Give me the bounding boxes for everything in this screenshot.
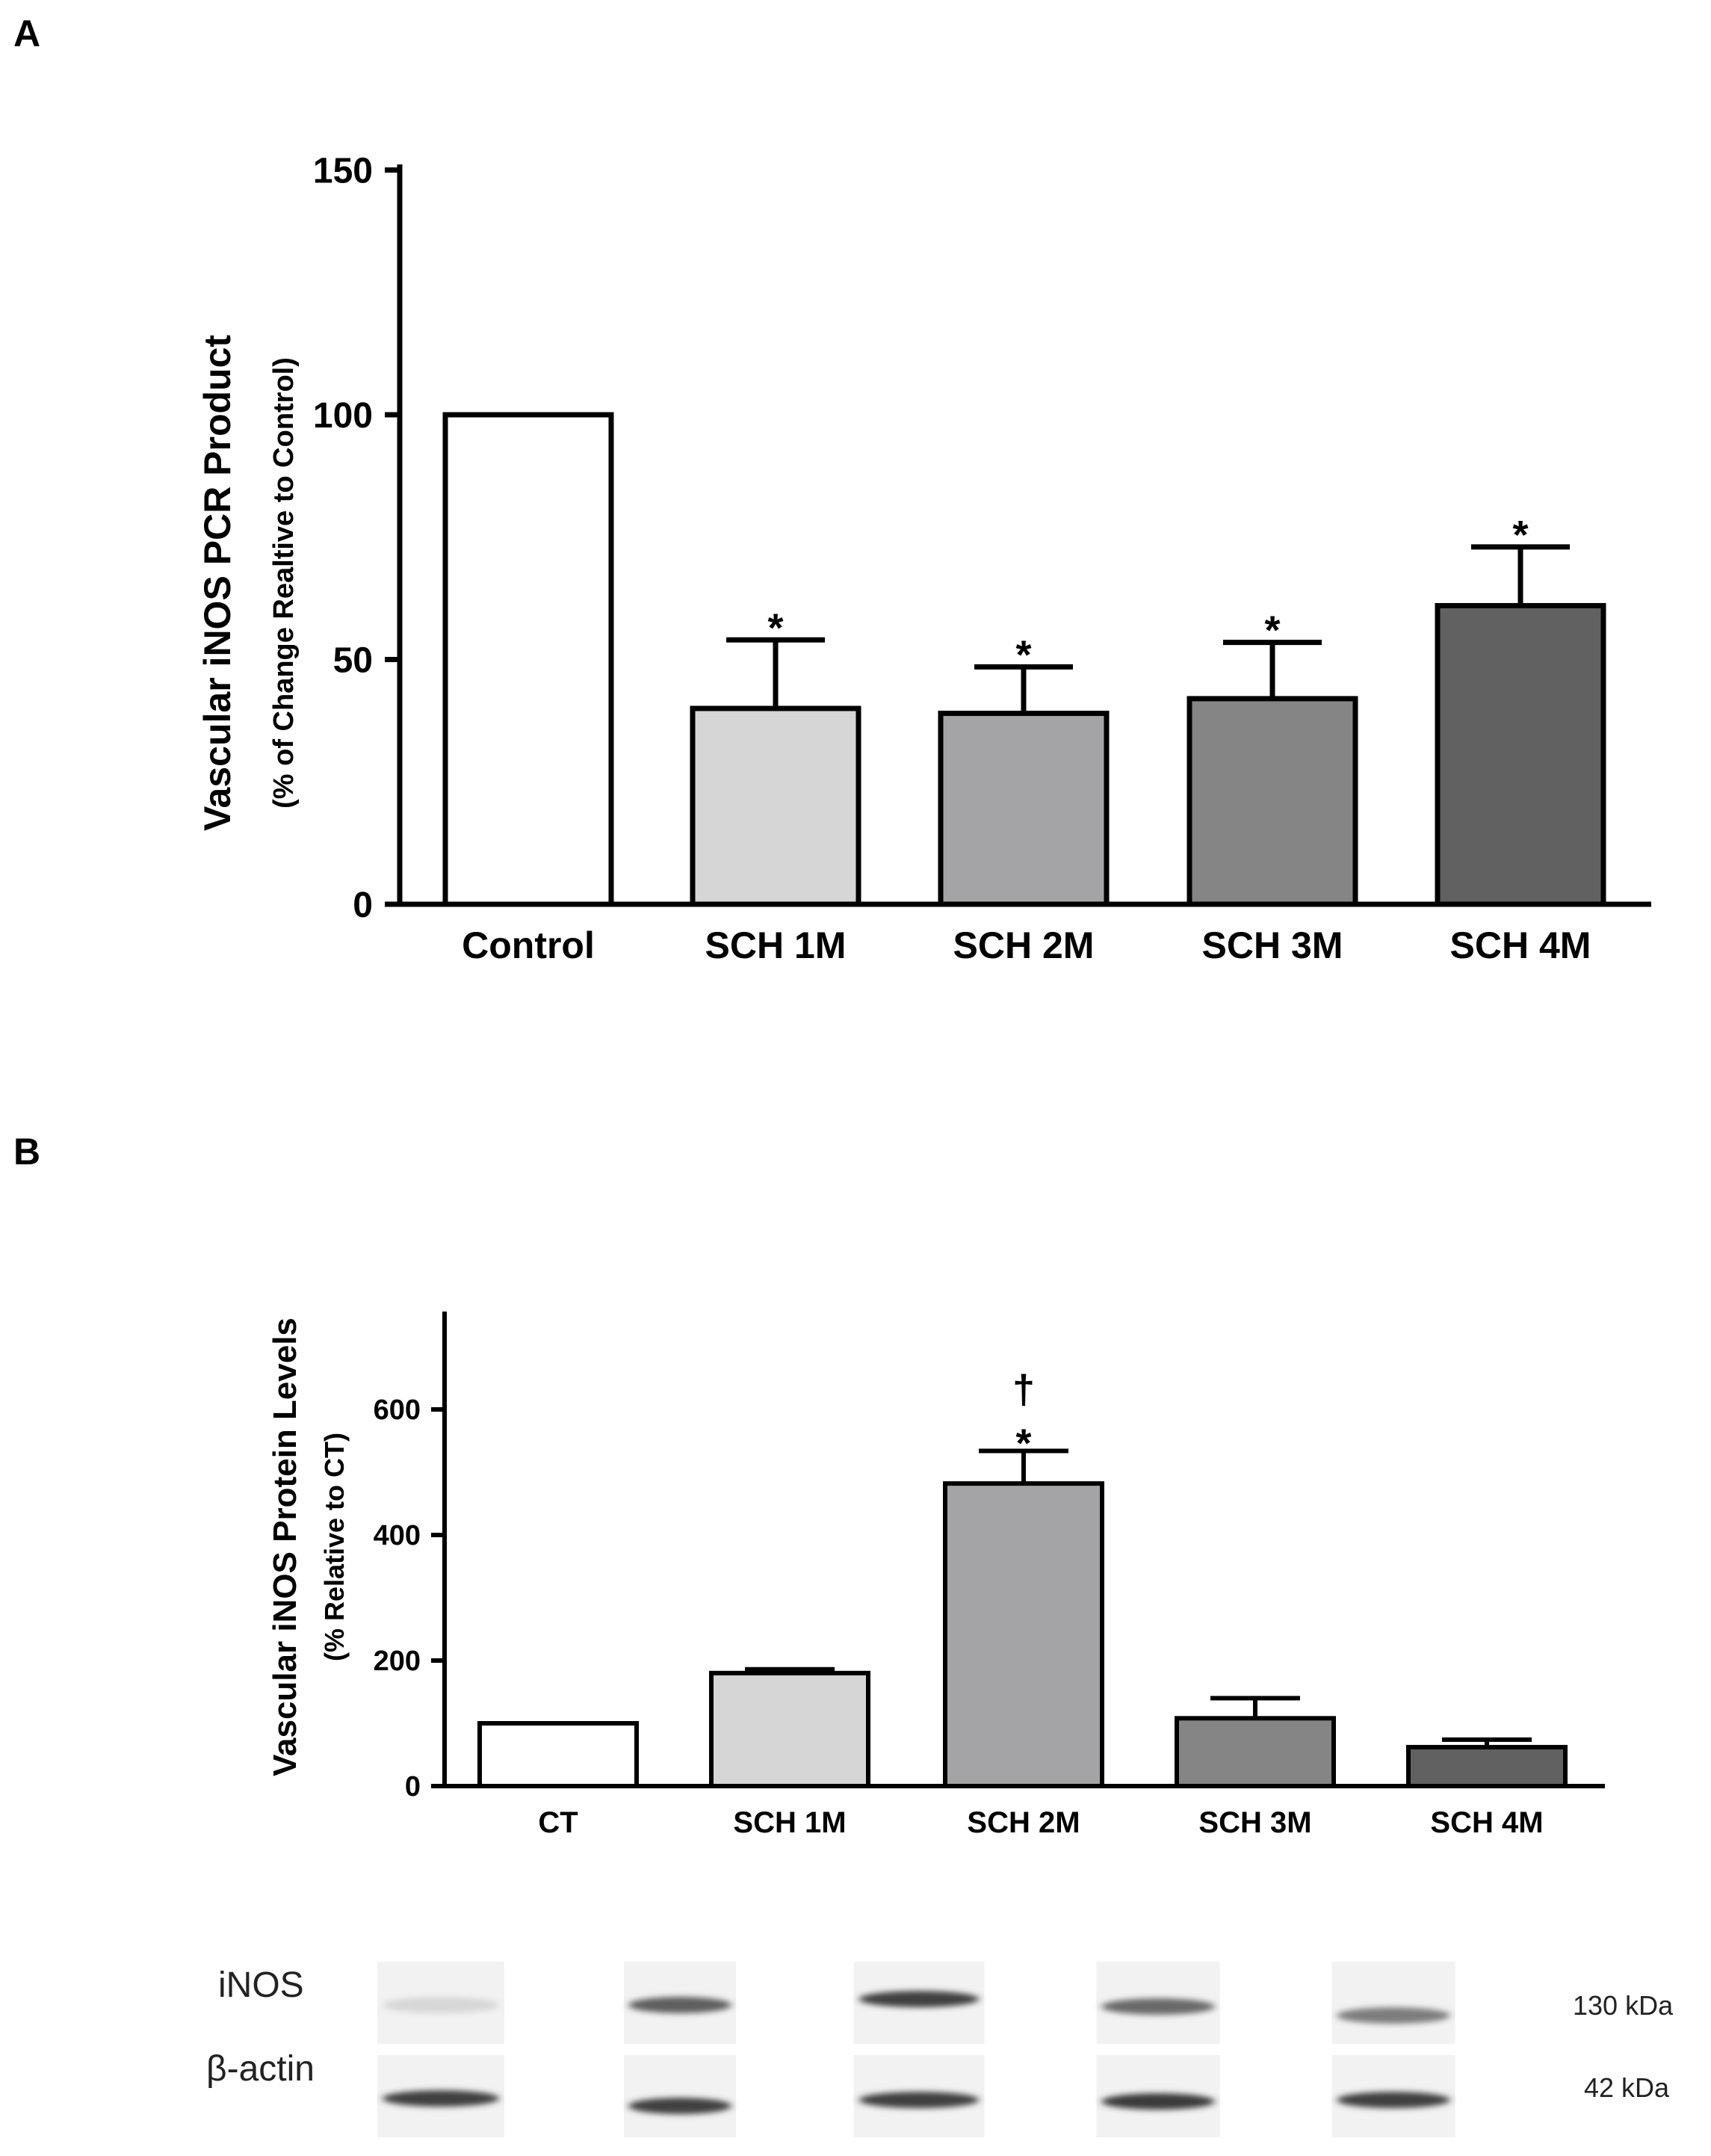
y-tick-label: 150	[313, 152, 373, 191]
chart-panel-a: 0 50 100 150 * * * * Control SCH 1M SCH 2M SCH 3M…	[197, 152, 1651, 966]
blot-band-actin-sch-1m	[628, 2098, 731, 2114]
blot-band-inos-ct	[382, 1997, 500, 2013]
bar-control	[442, 412, 614, 907]
blot-band-inos-sch-4m	[1337, 2007, 1450, 2024]
panel-letter-b: B	[13, 1131, 40, 1173]
x-tick-label-sch-2m: SCH 2M	[967, 1806, 1080, 1839]
panel-letter-a: A	[13, 13, 40, 55]
y-tick-label: 50	[333, 641, 373, 681]
blot-lane-bg-inos-sch-4m	[1331, 1962, 1455, 2044]
y-axis: 0 50 100 150	[313, 152, 403, 925]
y-axis-title-group: Vascular iNOS Protein Levels	[267, 1318, 303, 1776]
x-tick-label-control: Control	[462, 924, 595, 966]
x-tick-label-sch-1m: SCH 1M	[705, 924, 847, 966]
y-axis-title: Vascular iNOS PCR Product	[197, 335, 238, 831]
y-axis-subtitle-group: (% Relative to CT)	[319, 1433, 350, 1661]
bar-sch-1m	[690, 705, 861, 907]
bar-sch-4m	[1406, 1744, 1568, 1788]
bar-sch-2m	[938, 711, 1110, 907]
blot-row-label-beta-actin: β-actin	[206, 2049, 315, 2089]
blot-band-inos-sch-3m	[1101, 1998, 1215, 2015]
bar-sch-3m	[1175, 1716, 1336, 1789]
y-axis-title: Vascular iNOS Protein Levels	[267, 1318, 303, 1776]
bar-ct	[477, 1721, 639, 1788]
x-axis: Control SCH 1M SCH 2M SCH 3M SCH 4M	[397, 901, 1651, 966]
x-tick-label-sch-3m: SCH 3M	[1198, 1806, 1311, 1839]
y-tick-label: 400	[374, 1520, 421, 1551]
y-tick-label: 0	[405, 1771, 421, 1803]
blot-kda-label-beta-actin: 42 kDa	[1584, 2072, 1670, 2103]
y-tick-label: 0	[353, 886, 373, 925]
blot-kda-label-inos: 130 kDa	[1573, 1990, 1674, 2021]
significance-star-sch-2m: *	[1015, 632, 1031, 677]
blot-band-actin-sch-2m	[858, 2092, 980, 2108]
x-tick-label-sch-4m: SCH 4M	[1430, 1806, 1543, 1839]
blot-band-actin-sch-4m	[1337, 2092, 1450, 2108]
y-tick-label: 100	[313, 396, 373, 436]
y-tick-label: 600	[374, 1394, 421, 1426]
blot-band-actin-sch-3m	[1101, 2093, 1215, 2110]
bar-sch-4m	[1435, 602, 1606, 907]
western-blot: iNOS β-actin 130 kDa 42 kDa	[206, 1962, 1674, 2137]
blot-lane-bg-actin-sch-1m	[624, 2055, 736, 2137]
x-tick-label-sch-3m: SCH 3M	[1202, 924, 1343, 966]
significance-star-sch-1m: *	[767, 605, 783, 650]
blot-band-inos-sch-1m	[628, 1997, 731, 2013]
y-axis-subtitle: (% of Change Realtive to Control)	[268, 357, 300, 809]
significance-dagger-sch-2m: †	[1012, 1367, 1035, 1412]
significance-star-sch-2m: *	[1015, 1421, 1031, 1465]
x-tick-label-sch-4m: SCH 4M	[1450, 924, 1591, 966]
bar-sch-2m	[943, 1481, 1104, 1788]
x-axis: CT SCH 1M SCH 2M SCH 3M SCH 4M	[442, 1784, 1605, 1839]
x-tick-label-sch-2m: SCH 2M	[953, 924, 1095, 966]
significance-star-sch-4m: *	[1512, 513, 1528, 557]
y-axis-title-group: Vascular iNOS PCR Product	[197, 335, 238, 831]
y-tick-label: 200	[374, 1646, 421, 1677]
y-axis: 0 200 400 600	[374, 1312, 447, 1803]
y-axis-subtitle-group: (% of Change Realtive to Control)	[268, 357, 300, 809]
blot-band-actin-ct	[382, 2090, 500, 2107]
bars: * * * *	[442, 412, 1606, 907]
blot-row-label-inos: iNOS	[218, 1965, 304, 2005]
y-axis-subtitle: (% Relative to CT)	[319, 1433, 350, 1661]
bars: *†	[477, 1367, 1568, 1789]
blot-lanes	[377, 1962, 1455, 2137]
x-tick-label-ct: CT	[538, 1806, 578, 1839]
significance-star-sch-3m: *	[1264, 608, 1280, 653]
x-tick-label-sch-1m: SCH 1M	[733, 1806, 846, 1839]
bar-sch-3m	[1186, 696, 1358, 907]
bar-sch-1m	[709, 1670, 870, 1789]
blot-band-inos-sch-2m	[858, 1991, 980, 2007]
